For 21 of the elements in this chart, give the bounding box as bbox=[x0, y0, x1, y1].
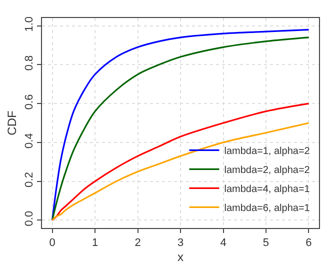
y-tick-label: 0.0 bbox=[24, 210, 36, 226]
x-tick-label: 3 bbox=[177, 237, 184, 250]
legend-label: lambda=6, alpha=1 bbox=[224, 203, 310, 214]
x-tick-label: 5 bbox=[262, 237, 270, 250]
x-tick-label: 6 bbox=[306, 237, 312, 250]
y-tick-label: 0.4 bbox=[24, 133, 36, 148]
x-axis-title: x bbox=[178, 250, 184, 264]
y-tick-label: 1.0 bbox=[24, 16, 36, 32]
line-series bbox=[51, 102, 310, 222]
legend-label: lambda=4, alpha=1 bbox=[224, 184, 310, 196]
x-tick-label: 0 bbox=[49, 237, 56, 250]
y-tick-label: 0.8 bbox=[24, 55, 36, 71]
y-axis-title: CDF bbox=[4, 110, 19, 136]
x-tick-label: 4 bbox=[220, 237, 226, 250]
legend-label: lambda=2, alpha=2 bbox=[224, 165, 310, 176]
line-series bbox=[51, 122, 310, 222]
x-tick-label: 1 bbox=[92, 237, 98, 250]
x-tick-label: 2 bbox=[134, 237, 141, 250]
y-tick-label: 0.2 bbox=[24, 172, 36, 188]
legend-label: lambda=1, alpha=2 bbox=[224, 146, 310, 158]
y-tick-label: 0.6 bbox=[24, 94, 36, 110]
